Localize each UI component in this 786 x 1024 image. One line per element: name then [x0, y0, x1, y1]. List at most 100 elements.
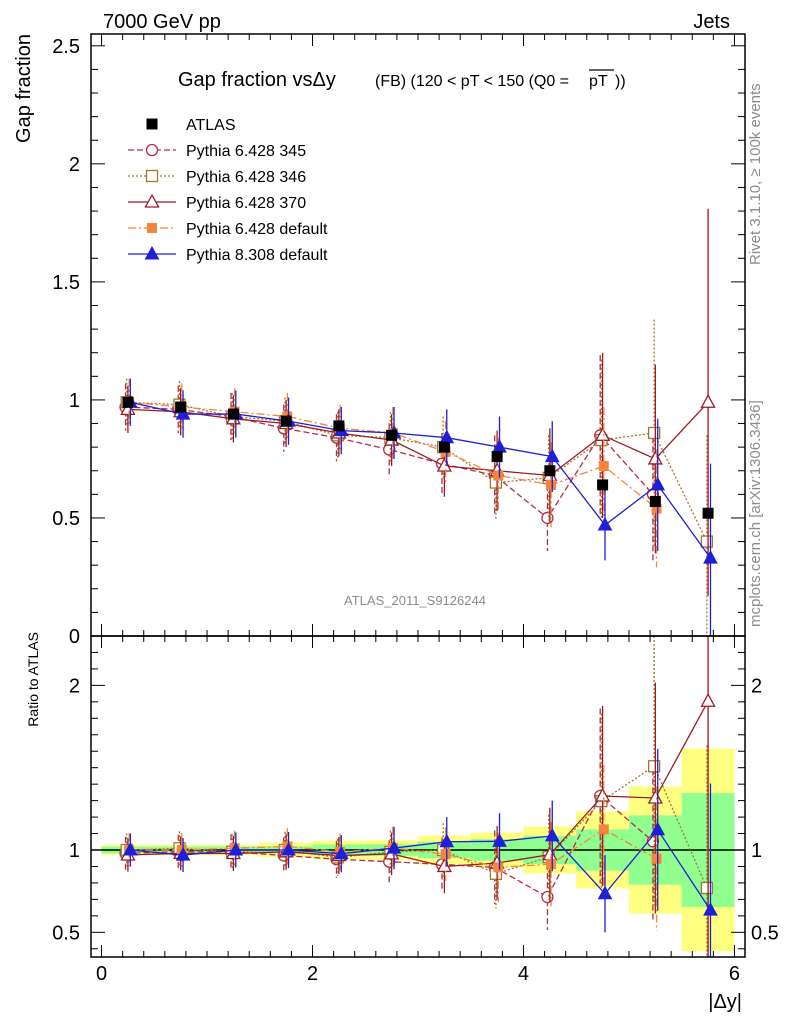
- ratio-y-tick-label-right: 2: [751, 675, 762, 697]
- ratio-point: [333, 845, 349, 860]
- analysis-watermark: ATLAS_2011_S9126244: [344, 593, 486, 608]
- ratio-y-tick-label: 0.5: [52, 922, 80, 944]
- ratio-point: [700, 881, 714, 895]
- ratio-point: [493, 862, 504, 873]
- ratio-point: [228, 841, 244, 856]
- ratio-point: [122, 841, 138, 856]
- series-line: [127, 401, 709, 477]
- ratio-series-line: [129, 828, 657, 868]
- ratio-point: [597, 885, 613, 900]
- legend-label: Pythia 6.428 345: [186, 143, 306, 160]
- y-tick-label: 0.5: [52, 508, 80, 530]
- legend-label: Pythia 6.428 default: [186, 221, 328, 238]
- x-tick-label: 0: [96, 963, 107, 985]
- series-point: [597, 516, 613, 531]
- rivet-label: Rivet 3.1.10, ≥ 100k events: [747, 83, 764, 265]
- atlas-data-point: [649, 495, 661, 507]
- ratio-point: [647, 760, 661, 773]
- y-tick-label: 2.5: [52, 36, 80, 58]
- title-sub: (FB) (120 < pT < 150 (Q0 =: [375, 73, 569, 90]
- atlas-data-point: [333, 420, 345, 432]
- atlas-data-point: [227, 408, 239, 420]
- ratio-point: [546, 859, 557, 870]
- ratio-point: [647, 789, 663, 804]
- atlas-data-point: [175, 401, 187, 413]
- ratio-point: [595, 787, 611, 802]
- series-point: [598, 461, 609, 472]
- y-tick-label: 2: [69, 154, 80, 176]
- ratio-point: [175, 847, 191, 861]
- series-point: [703, 550, 718, 564]
- ratio-y-tick-label-right: 0.5: [751, 922, 779, 944]
- legend-label: Pythia 8.308 default: [186, 247, 328, 264]
- legend-label: Pythia 6.428 346: [186, 169, 306, 186]
- legend-marker: [147, 223, 157, 233]
- series-point: [544, 448, 560, 463]
- atlas-data-point: [597, 479, 609, 491]
- series-point: [700, 393, 716, 408]
- ratio-point: [544, 827, 560, 842]
- legend-marker: [145, 143, 159, 157]
- ratio-series-line: [130, 828, 712, 911]
- ratio-point: [651, 853, 662, 864]
- x-tick-label: 6: [729, 963, 740, 985]
- ratio-y-tick-label: 1: [69, 840, 80, 862]
- legend-marker: [144, 245, 160, 260]
- legend-marker: [145, 169, 159, 183]
- atlas-data-point: [386, 429, 398, 441]
- y-tick-label: 0: [69, 626, 80, 648]
- ratio-point: [700, 692, 716, 707]
- series-point: [650, 476, 666, 491]
- y-tick-label: 1.5: [52, 272, 80, 294]
- title-end: )): [615, 73, 626, 90]
- ratio-point: [386, 840, 402, 854]
- legend-marker: [144, 193, 160, 208]
- atlas-data-point: [280, 415, 292, 427]
- ratio-point: [439, 833, 455, 848]
- series-point: [595, 426, 611, 441]
- series-line: [126, 401, 708, 542]
- legend-label: Pythia 6.428 370: [186, 195, 306, 212]
- series-point: [436, 457, 452, 472]
- ratio-point: [440, 849, 451, 860]
- series-point: [120, 400, 136, 416]
- legend-label: ATLAS: [186, 117, 236, 134]
- y-tick-label: 1: [69, 390, 80, 412]
- x-axis-label: |Δy|: [708, 991, 742, 1013]
- series-point: [175, 406, 191, 420]
- title-pt: pT: [589, 73, 608, 90]
- ratio-point: [436, 858, 452, 873]
- title-main: Gap fraction vsΔy: [178, 69, 336, 91]
- series-point: [647, 426, 661, 440]
- ratio-series-line: [127, 700, 709, 868]
- atlas-data-point: [438, 441, 450, 453]
- header-right: Jets: [693, 11, 730, 33]
- x-tick-label: 2: [307, 963, 318, 985]
- series-line: [130, 401, 712, 559]
- series-point: [647, 450, 663, 465]
- atlas-data-point: [122, 396, 134, 408]
- ratio-point: [492, 833, 507, 847]
- axes: 0 2 4 6 0 0.5 1 1.5 2 2.5 0.5 0.5 1 1 2 2: [52, 33, 779, 985]
- ratio-axis-label: Ratio to ATLAS: [25, 632, 41, 727]
- mcplots-label: mcplots.cern.ch [arXiv:1306.3436]: [747, 400, 764, 627]
- ratio-point: [703, 902, 718, 916]
- legend: ATLAS Pythia 6.428 345 Pythia 6.428 346 Pyt…: [128, 117, 328, 264]
- ratio-point: [650, 821, 666, 836]
- ratio-panel-series: [119, 636, 718, 957]
- series-point: [700, 535, 714, 548]
- series-point: [493, 470, 504, 481]
- atlas-data-point: [544, 465, 556, 477]
- ratio-y-tick-label-right: 1: [751, 840, 762, 862]
- header-left: 7000 GeV pp: [103, 11, 221, 33]
- atlas-data-point: [491, 451, 503, 463]
- series-point: [546, 479, 557, 490]
- ratio-point: [281, 841, 296, 856]
- atlas-data-point: [702, 507, 714, 519]
- legend-marker: [146, 118, 158, 130]
- main-panel-series: [119, 208, 718, 636]
- chart-title: Gap fraction vsΔy (FB) (120 < pT < 150 (…: [178, 69, 626, 91]
- ratio-point: [598, 824, 609, 835]
- y-axis-label: Gap fraction: [13, 34, 35, 143]
